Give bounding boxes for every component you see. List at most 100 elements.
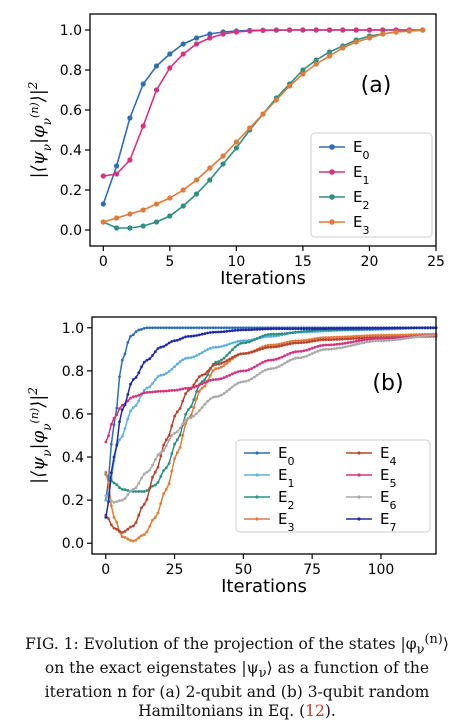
point-E3-109 (404, 333, 408, 337)
point-E0-2 (109, 442, 113, 446)
point-E3-8 (126, 537, 130, 541)
point-E1-16 (313, 27, 319, 33)
point-E1-59 (266, 335, 270, 338)
point-E2-70 (297, 330, 300, 334)
point-E6-63 (277, 365, 281, 368)
point-E0-15 (145, 326, 149, 330)
point-E6-106 (396, 338, 399, 341)
point-E0-25 (173, 326, 177, 330)
point-E3-5 (167, 195, 173, 201)
point-E0-14 (142, 326, 146, 330)
point-E7-12 (137, 371, 141, 375)
point-E4-58 (264, 346, 267, 350)
point-E3-93 (360, 334, 364, 338)
point-E0-45 (228, 326, 232, 330)
point-E6-8 (126, 493, 130, 497)
point-E3-12 (260, 111, 266, 117)
point-E5-70 (297, 350, 300, 353)
point-E0-34 (197, 326, 201, 330)
point-E7-70 (297, 327, 300, 331)
point-E4-89 (349, 337, 353, 341)
point-E1-7 (193, 41, 200, 47)
point-E6-31 (189, 416, 193, 420)
point-E1-6 (120, 435, 124, 438)
caption-equation-ref[interactable]: 12 (305, 702, 325, 721)
point-E4-41 (217, 362, 221, 366)
point-E6-21 (162, 449, 166, 453)
point-E4-72 (302, 341, 306, 344)
figure-caption: FIG. 1: Evolution of the projection of t… (14, 630, 460, 721)
point-E5-66 (286, 353, 289, 356)
point-E4-45 (228, 357, 232, 361)
point-E6-15 (145, 470, 149, 474)
point-E7-26 (175, 338, 179, 342)
point-E7-109 (404, 326, 408, 330)
point-E4-53 (250, 350, 254, 354)
legend-label-E7: E7 (380, 510, 396, 534)
point-E5-5 (118, 407, 121, 411)
point-E5-94 (363, 338, 366, 342)
point-E5-45 (228, 373, 232, 377)
point-E2-66 (286, 331, 289, 335)
point-E1-51 (244, 339, 248, 342)
point-E7-27 (178, 337, 182, 341)
point-E6-44 (225, 390, 229, 393)
point-E7-102 (385, 326, 388, 330)
point-E4-11 (134, 521, 138, 524)
point-E3-31 (189, 413, 193, 417)
point-E3-16 (148, 524, 152, 528)
point-E2-7 (193, 191, 200, 197)
point-E2-63 (277, 332, 281, 336)
point-E3-15 (300, 71, 306, 77)
point-E5-21 (162, 389, 166, 393)
point-E5-29 (184, 386, 188, 390)
point-E2-44 (225, 354, 229, 357)
point-E2-17 (326, 49, 333, 55)
point-E6-29 (184, 418, 188, 422)
point-E3-92 (357, 334, 361, 338)
point-E7-43 (222, 330, 226, 333)
point-E6-72 (302, 355, 306, 359)
point-E6-28 (181, 422, 185, 425)
point-E7-95 (365, 326, 369, 330)
panel-b-chart: 0 25 50 75 100 0.0 0.2 0.4 0.6 0.8 1.0 Iterations |⟨… (26, 316, 438, 597)
point-E3-22 (393, 29, 399, 35)
point-E7-67 (288, 327, 292, 331)
point-E6-84 (335, 347, 339, 350)
point-E6-104 (390, 338, 394, 342)
point-E4-29 (184, 392, 188, 395)
point-E3-11 (247, 125, 253, 131)
point-E7-82 (330, 327, 333, 330)
point-E7-97 (371, 326, 375, 330)
point-E3-65 (283, 341, 286, 345)
point-E7-24 (170, 340, 174, 343)
point-E5-56 (258, 362, 262, 366)
point-E6-74 (308, 353, 311, 357)
point-E7-69 (294, 327, 297, 331)
point-E2-62 (275, 332, 278, 336)
point-E1-25 (173, 365, 177, 368)
point-E5-68 (291, 351, 295, 354)
point-E6-14 (142, 472, 146, 476)
point-E3-6 (120, 535, 124, 539)
point-E2-6 (180, 203, 186, 209)
point-E4-92 (357, 336, 361, 340)
point-E1-0 (100, 173, 106, 179)
point-E2-6 (120, 488, 124, 491)
point-E1-32 (192, 355, 196, 359)
point-E7-99 (376, 326, 380, 330)
point-E5-97 (371, 337, 375, 341)
caption-prefix: FIG. 1: Evolution of the projection of t… (25, 635, 417, 654)
point-E4-21 (162, 443, 166, 447)
point-E5-22 (164, 389, 168, 393)
point-E1-12 (260, 27, 266, 33)
point-E5-48 (236, 370, 240, 374)
legend-marker-E3 (329, 219, 335, 225)
point-E3-81 (327, 336, 331, 339)
point-E3-75 (310, 337, 314, 341)
point-E3-99 (376, 333, 380, 337)
point-E6-56 (258, 371, 262, 375)
x-tick-label-25: 25 (166, 562, 184, 578)
y-tick-label-0: 0.0 (60, 223, 82, 239)
point-E3-83 (332, 335, 336, 339)
